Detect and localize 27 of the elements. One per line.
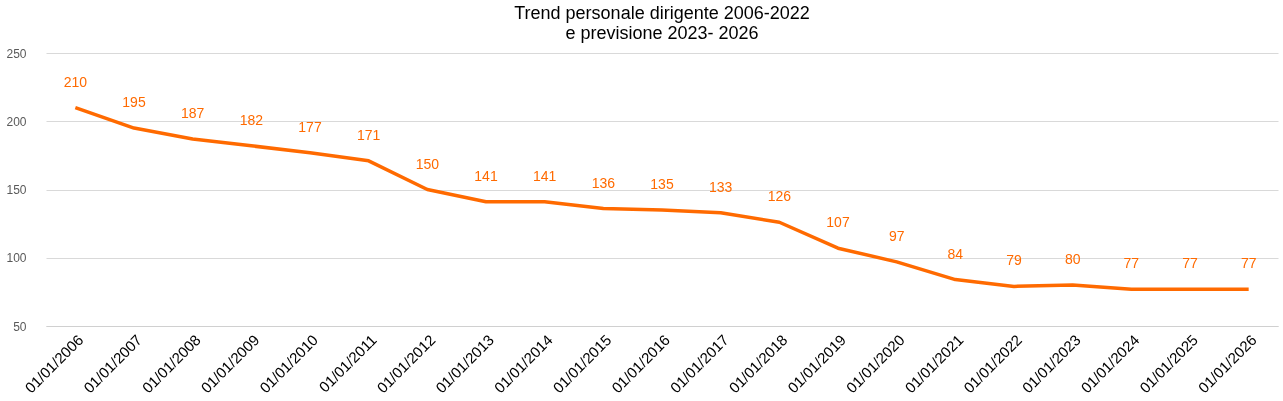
data-label: 80 [1064, 251, 1081, 268]
y-tick-label: 100 [6, 251, 27, 266]
data-label: 79 [1006, 252, 1022, 269]
data-label: 177 [298, 118, 322, 135]
data-label: 150 [415, 155, 440, 172]
data-label: 77 [1123, 255, 1140, 272]
data-label: 141 [532, 167, 557, 184]
data-label: 136 [591, 174, 616, 191]
data-label: 77 [1182, 255, 1198, 272]
data-label: 107 [826, 214, 850, 231]
data-label: 77 [1240, 255, 1257, 272]
data-label: 171 [356, 126, 381, 143]
y-tick-label: 200 [6, 114, 27, 129]
data-label: 126 [767, 188, 792, 205]
data-label: 210 [63, 73, 88, 90]
data-label: 182 [239, 111, 264, 128]
y-tick-label: 250 [6, 46, 27, 61]
data-label: 195 [122, 94, 146, 111]
chart-title: Trend personale dirigente 2006-2022 e previsione 2023- 2026 [514, 3, 810, 43]
data-label: 133 [708, 178, 733, 195]
data-label: 135 [650, 175, 674, 192]
y-tick-label: 50 [13, 319, 27, 334]
data-label: 141 [474, 167, 498, 184]
data-label: 187 [180, 105, 205, 121]
data-label: 97 [888, 227, 905, 244]
y-tick-label: 150 [6, 183, 27, 197]
data-label: 84 [947, 245, 964, 262]
